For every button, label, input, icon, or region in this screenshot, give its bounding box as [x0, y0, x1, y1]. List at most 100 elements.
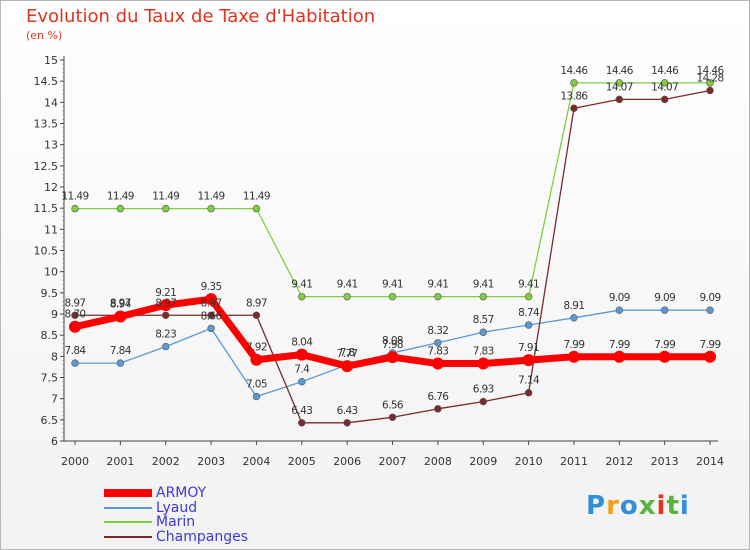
- data-label: 11.49: [198, 191, 225, 203]
- data-label: 8.97: [155, 297, 176, 309]
- data-point: [524, 389, 533, 397]
- y-tick-label: 6.5: [41, 414, 59, 427]
- chart-unit: (en %): [26, 29, 63, 42]
- data-point: [252, 311, 261, 319]
- x-tick-label: 2011: [560, 455, 588, 468]
- x-tick-label: 2012: [605, 455, 633, 468]
- x-tick-label: 2008: [424, 455, 452, 468]
- data-label: 8.66: [201, 310, 223, 322]
- y-tick-label: 9: [51, 308, 58, 321]
- data-label: 9.41: [382, 279, 403, 291]
- data-label: 9.09: [654, 292, 675, 304]
- legend-label: Champanges: [156, 528, 248, 545]
- data-label: 14.46: [651, 65, 679, 77]
- data-point: [706, 79, 714, 87]
- y-tick-label: 13: [44, 139, 58, 152]
- data-label: 7.91: [518, 342, 539, 354]
- legend-swatch: [104, 506, 152, 509]
- series-marin: [71, 79, 714, 301]
- data-point: [570, 314, 578, 322]
- data-label: 14.07: [606, 81, 633, 93]
- data-label: 11.49: [152, 191, 179, 203]
- data-label: 11.49: [107, 191, 134, 203]
- data-point: [660, 306, 669, 314]
- data-point: [615, 79, 624, 87]
- data-point: [479, 328, 487, 336]
- data-label: 8.04: [291, 337, 313, 349]
- data-point: [660, 95, 669, 104]
- data-label: 7.83: [427, 346, 448, 358]
- data-point: [207, 324, 215, 333]
- data-label: 14.46: [697, 65, 725, 77]
- data-label: 8.91: [563, 300, 584, 312]
- data-label: 9.09: [609, 292, 630, 304]
- data-point: [615, 306, 624, 314]
- data-label: 7.99: [563, 339, 584, 351]
- data-point: [69, 320, 81, 333]
- data-point: [431, 357, 444, 370]
- data-point: [388, 413, 397, 421]
- data-point: [434, 405, 442, 413]
- y-tick-label: 12.5: [34, 160, 59, 173]
- data-label: 9.41: [337, 279, 358, 291]
- logo-letter: x: [638, 491, 657, 521]
- data-label: 6.76: [427, 391, 449, 403]
- series-layer: [69, 79, 717, 427]
- legend-label: Lyaud: [156, 499, 198, 516]
- y-tick-label: 7: [51, 393, 58, 406]
- data-point: [162, 342, 170, 351]
- data-point: [116, 359, 125, 367]
- chart-axes: 6 6.5 7 7.5 8 8.5 9 9.5 10 10.5 11 11.5 12 12.5 13 13.5…: [34, 54, 725, 468]
- y-tick-label: 14: [44, 96, 58, 109]
- x-tick-label: 2014: [696, 455, 724, 468]
- data-label: 7.05: [246, 379, 267, 391]
- y-tick-label: 12: [44, 181, 58, 194]
- chart-title: Evolution du Taux de Taxe d'Habitation: [26, 6, 376, 27]
- x-tick-label: 2005: [288, 455, 316, 468]
- data-label: 7.92: [246, 342, 267, 354]
- data-point: [434, 292, 442, 301]
- data-label: 7.99: [654, 339, 675, 351]
- x-tick-label: 2013: [651, 455, 679, 468]
- y-tick-label: 11: [44, 223, 58, 236]
- data-label: 6.43: [337, 405, 358, 417]
- data-point: [252, 392, 261, 401]
- data-label: 7.83: [473, 346, 494, 358]
- data-label: 9.41: [518, 279, 539, 291]
- data-label: 7.8: [340, 347, 355, 359]
- y-tick-label: 10: [44, 266, 58, 279]
- y-tick-label: 14.5: [34, 75, 59, 88]
- data-label: 7.99: [609, 339, 630, 351]
- data-label: 7.99: [700, 339, 721, 351]
- data-label: 7.14: [518, 375, 540, 387]
- data-label: 14.46: [560, 65, 588, 77]
- data-label: 8.08: [382, 335, 403, 347]
- x-tick-label: 2010: [515, 455, 543, 468]
- data-point: [704, 350, 717, 363]
- y-tick-label: 8.5: [41, 329, 59, 342]
- data-label: 9.09: [700, 292, 721, 304]
- logo-letter: r: [606, 491, 620, 521]
- data-point: [386, 351, 399, 364]
- y-tick-label: 13.5: [34, 118, 59, 131]
- data-point: [298, 378, 306, 386]
- data-point: [343, 292, 351, 301]
- data-point: [479, 292, 487, 301]
- logo-letter: t: [666, 491, 680, 521]
- y-tick-label: 7.5: [41, 372, 59, 385]
- data-point: [162, 204, 170, 213]
- x-tick-label: 2002: [152, 455, 180, 468]
- data-point: [250, 353, 263, 366]
- legend-swatch: [104, 489, 152, 497]
- data-label: 7.4: [294, 364, 310, 376]
- data-point: [522, 354, 535, 367]
- data-point: [298, 292, 306, 301]
- data-label: 9.35: [201, 281, 222, 293]
- data-label: 8.97: [201, 297, 222, 309]
- data-point: [388, 292, 397, 301]
- data-label: 7.98: [382, 339, 403, 351]
- data-label: 14.28: [697, 72, 724, 84]
- data-label: 9.41: [291, 279, 312, 291]
